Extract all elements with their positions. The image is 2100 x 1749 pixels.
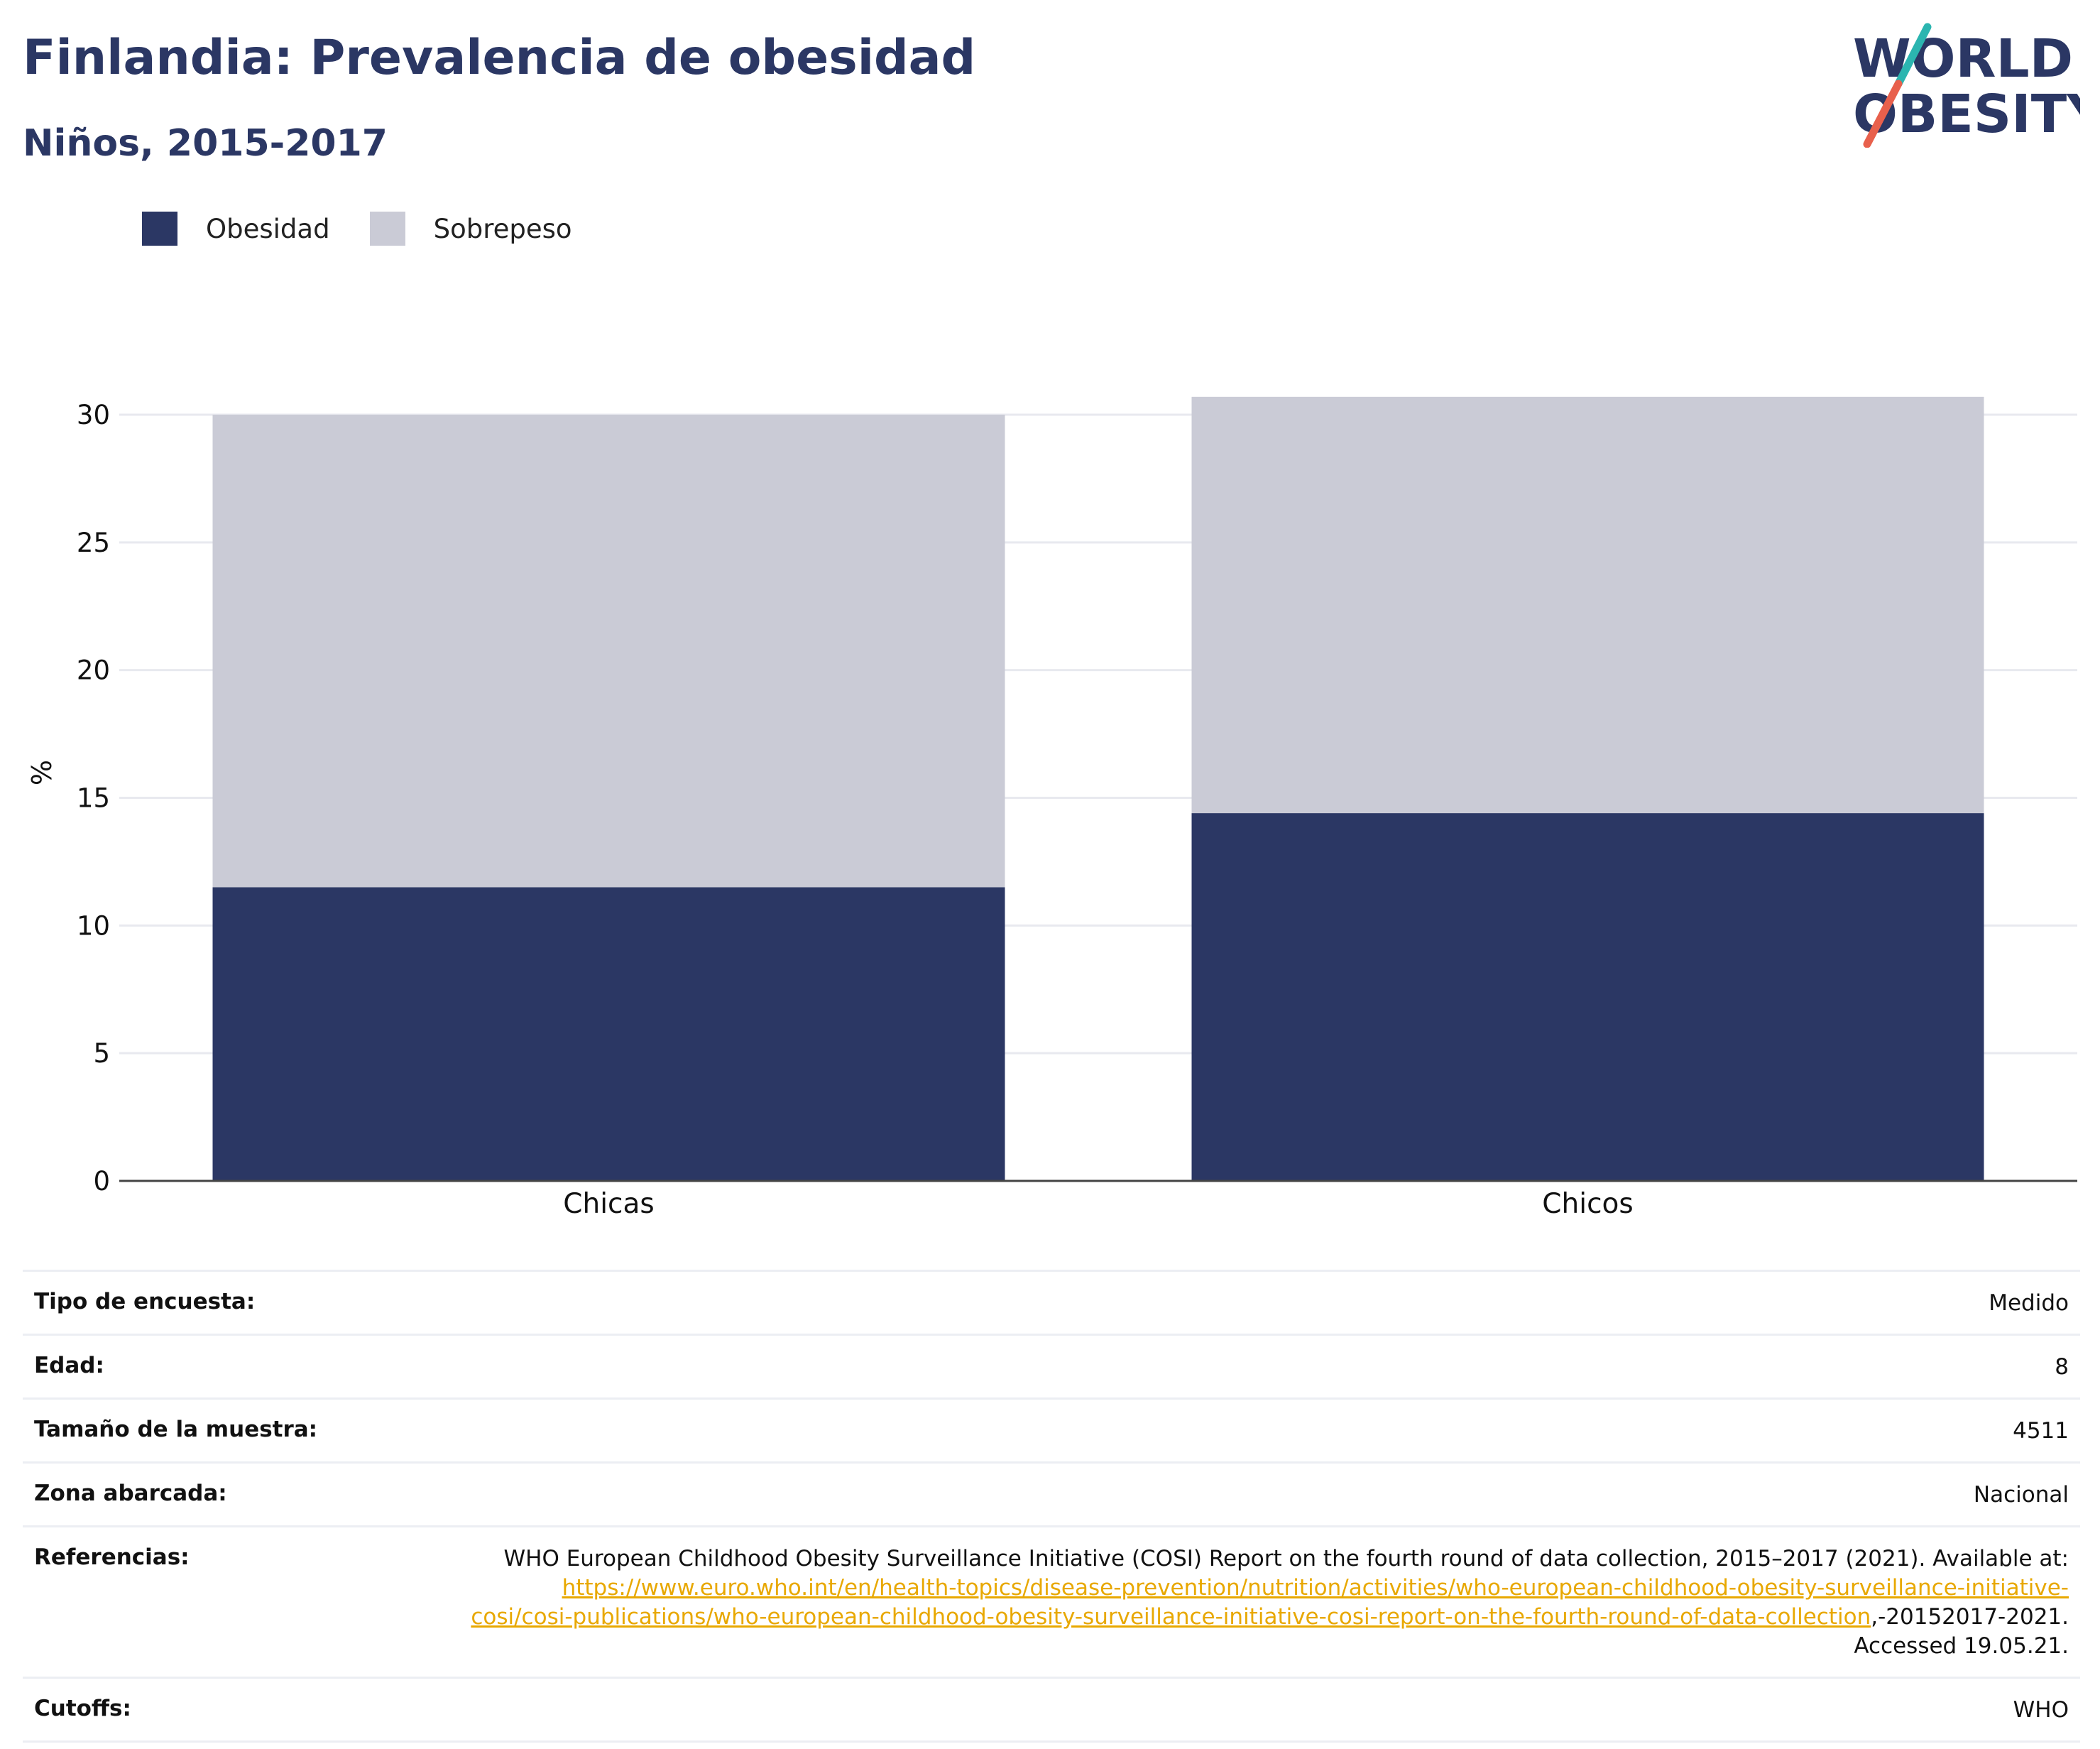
info-label: Cutoffs: (34, 1696, 131, 1721)
legend-swatch-sobrepeso (369, 212, 405, 246)
survey-info-table: Tipo de encuesta: Medido Edad: 8 Tamaño … (23, 1270, 2080, 1743)
bar-obesidad-chicos (1191, 813, 1984, 1181)
info-row-references: Referencias: WHO European Childhood Obes… (23, 1525, 2080, 1677)
info-row-sample-size: Tamaño de la muestra: 4511 (23, 1397, 2080, 1461)
references-link[interactable]: https://www.euro.who.int/en/health-topic… (471, 1575, 2069, 1630)
page-subtitle: Niños, 2015-2017 (23, 122, 388, 165)
legend-item-sobrepeso: Sobrepeso (369, 212, 572, 246)
logo-line-1: WORLD (1853, 28, 2073, 89)
info-row-cutoffs: Cutoffs: WHO (23, 1677, 2080, 1743)
bar-obesidad-chicas (212, 887, 1005, 1181)
info-label: Referencias: (34, 1544, 190, 1570)
info-row-area: Zona abarcada: Nacional (23, 1461, 2080, 1525)
y-axis-label: % (26, 760, 58, 785)
legend-item-obesidad: Obesidad (142, 212, 330, 246)
info-value: 4511 (2013, 1418, 2069, 1444)
info-value: WHO (2013, 1697, 2069, 1723)
info-label: Edad: (34, 1353, 104, 1378)
chart-legend: Obesidad Sobrepeso (142, 212, 612, 246)
y-tick-label: 15 (77, 783, 110, 814)
y-tick-label: 25 (77, 528, 110, 558)
x-tick-label: Chicos (1542, 1188, 1633, 1220)
references-text: WHO European Childhood Obesity Surveilla… (503, 1546, 2069, 1571)
y-tick-label: 10 (77, 910, 110, 941)
y-tick-label: 5 (93, 1038, 110, 1069)
info-value: Medido (1989, 1290, 2069, 1316)
info-label: Tamaño de la muestra: (34, 1417, 318, 1442)
y-tick-label: 30 (77, 400, 110, 430)
logo-slash-teal (1894, 23, 1932, 88)
bar-sobrepeso-chicos (1191, 396, 1984, 814)
world-obesity-logo: WORLD OBESITY (1853, 23, 2080, 148)
x-tick-label: Chicas (563, 1188, 654, 1220)
info-value: Nacional (1973, 1482, 2069, 1508)
info-label: Tipo de encuesta: (34, 1289, 256, 1314)
info-row-survey-type: Tipo de encuesta: Medido (23, 1270, 2080, 1334)
references-text-after: ,-20152017-2021. Accessed 19.05.21. (1854, 1604, 2069, 1659)
legend-swatch-obesidad (142, 212, 177, 246)
stacked-bar-chart: 0 5 10 15 20 25 30% Chicas Chicos (26, 396, 2077, 1220)
bar-sobrepeso-chicas (212, 415, 1005, 888)
info-label: Zona abarcada: (34, 1481, 227, 1506)
legend-label-sobrepeso: Sobrepeso (433, 213, 572, 244)
references-value: WHO European Childhood Obesity Surveilla… (464, 1544, 2069, 1661)
y-tick-label: 0 (93, 1166, 110, 1197)
logo-slash-coral (1863, 80, 1903, 148)
legend-label-obesidad: Obesidad (206, 213, 330, 244)
logo-line-2: OBESITY (1853, 84, 2080, 145)
info-row-age: Edad: 8 (23, 1334, 2080, 1397)
info-value: 8 (2055, 1354, 2069, 1380)
y-tick-label: 20 (77, 655, 110, 686)
page-title: Finlandia: Prevalencia de obesidad (23, 30, 976, 86)
